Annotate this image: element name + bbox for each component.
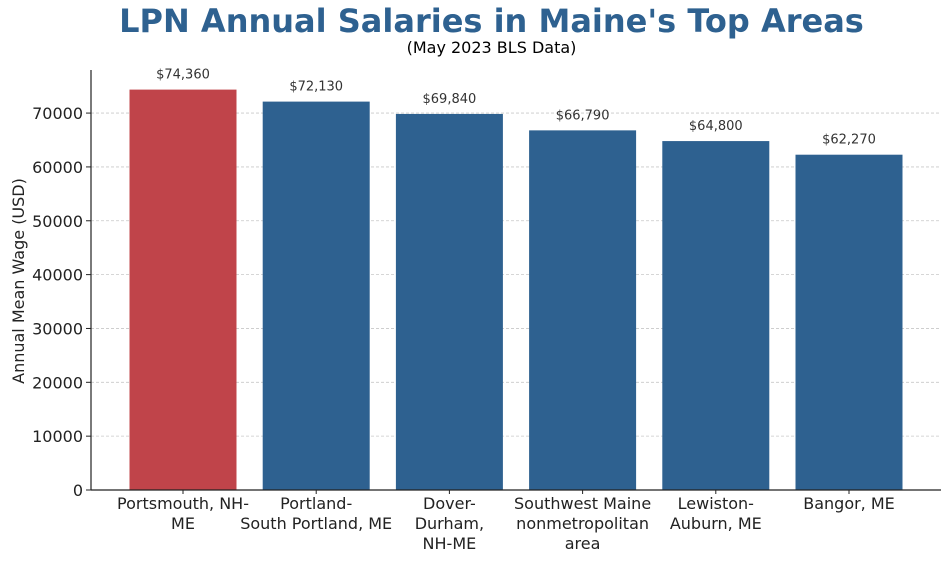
x-tick-label: Dover-Durham, NH-ME: [415, 494, 484, 553]
data-label: $62,270: [822, 133, 876, 148]
bar: [129, 89, 237, 490]
y-tick-label: 20000: [32, 373, 83, 392]
y-tick-label: 50000: [32, 212, 83, 231]
data-label: $72,130: [289, 80, 343, 95]
bar: [795, 154, 903, 490]
x-tick-label: Portland-South Portland, ME: [240, 494, 392, 533]
labels: 0 10000 20000 30000 40000 50000 60000 70000 $74,…: [9, 68, 895, 553]
data-label: $74,360: [156, 68, 210, 83]
data-label: $64,800: [689, 119, 743, 134]
y-tick-label: 10000: [32, 427, 83, 446]
y-axis-title: Annual Mean Wage (USD): [9, 178, 28, 384]
data-label: $69,840: [423, 92, 477, 107]
bar: [662, 141, 770, 491]
bar: [262, 101, 370, 490]
bar: [529, 130, 637, 490]
x-tick-label: Bangor, ME: [803, 494, 895, 513]
y-tick-label: 70000: [32, 104, 83, 123]
x-tick-label: Lewiston-Auburn, ME: [670, 494, 762, 533]
axes: [86, 70, 941, 494]
y-tick-label: 0: [73, 481, 83, 500]
chart-title: LPN Annual Salaries in Maine's Top Areas: [119, 2, 864, 40]
y-tick-label: 40000: [32, 266, 83, 285]
y-tick-label: 60000: [32, 158, 83, 177]
bar: [395, 113, 503, 490]
x-tick-label: Southwest Maine nonmetropolitan area: [514, 494, 651, 553]
y-tick-label: 30000: [32, 319, 83, 338]
x-tick-label: Portsmouth, NH-ME: [117, 494, 249, 533]
chart-subtitle: (May 2023 BLS Data): [406, 38, 577, 57]
bars: [129, 89, 903, 491]
data-label: $66,790: [556, 108, 610, 123]
